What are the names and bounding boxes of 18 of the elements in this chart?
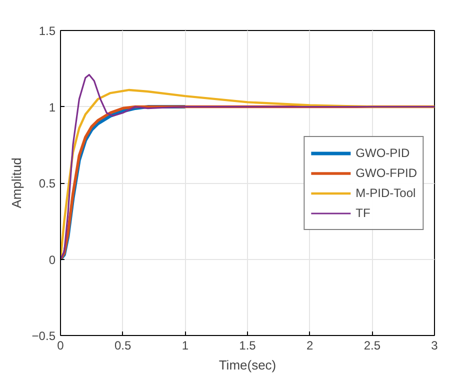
x-tick-label: 0.5 <box>114 338 132 352</box>
y-tick-label: 0.5 <box>38 176 56 190</box>
y-tick-label: 1 <box>48 100 56 114</box>
legend-label: GWO-PID <box>356 146 410 160</box>
y-tick-label: −0.5 <box>32 329 56 343</box>
legend-label: TF <box>356 206 372 220</box>
x-tick-label: 2 <box>306 338 314 352</box>
x-tick-label: 2.5 <box>364 338 381 352</box>
x-tick-label: 0 <box>57 338 64 352</box>
x-tick-label: 3 <box>431 338 438 352</box>
x-tick-label: 1 <box>182 338 189 352</box>
y-axis-title: Amplitud <box>8 158 24 208</box>
legend-label: M-PID-Tool <box>356 186 416 200</box>
y-tick-label: 0 <box>48 252 56 267</box>
legend-label: GWO-FPID <box>356 166 417 180</box>
y-tick-label: 1.5 <box>38 24 56 38</box>
x-tick-label: 1.5 <box>239 338 256 352</box>
x-axis-title: Time(sec) <box>218 358 276 372</box>
